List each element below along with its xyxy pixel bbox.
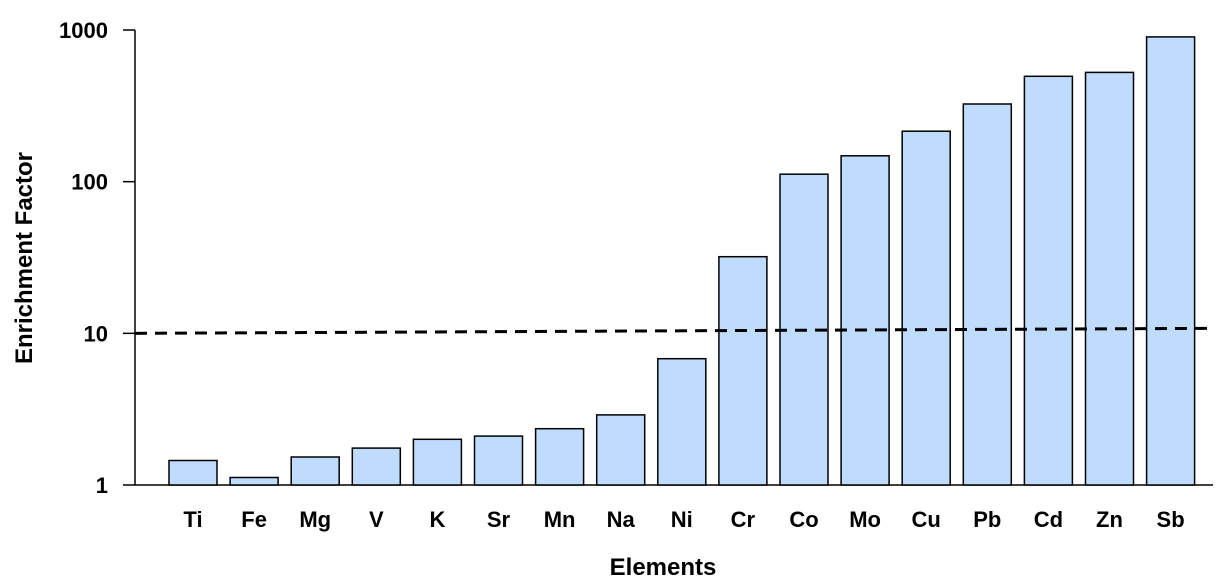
x-tick-label: Fe — [241, 507, 267, 532]
bar-mo — [840, 155, 890, 486]
y-tick-label: 1000 — [59, 18, 108, 43]
x-tick-label: Cu — [912, 507, 941, 532]
x-tick-label: Co — [789, 507, 818, 532]
x-tick-label: K — [429, 507, 445, 532]
x-tick-label: Mo — [849, 507, 881, 532]
bar-ti — [168, 459, 218, 486]
bars — [168, 36, 1196, 486]
bar-zn — [1084, 71, 1135, 486]
x-tick-label: Sr — [487, 507, 511, 532]
x-tick-label: Zn — [1096, 507, 1123, 532]
x-tick-label: Mn — [544, 507, 576, 532]
bar-cr — [718, 255, 768, 486]
bar-cd — [1023, 75, 1074, 486]
x-axis-title: Elements — [610, 554, 717, 579]
bar-pb — [962, 103, 1013, 486]
bar-cu — [901, 130, 951, 486]
x-tick-label: Pb — [973, 507, 1001, 532]
bar-sr — [473, 435, 524, 486]
y-axis: 1 10 100 1000 — [59, 18, 136, 498]
x-tick-label: Ni — [671, 507, 693, 532]
y-axis-title: Enrichment Factor — [11, 152, 38, 364]
bar-v — [351, 447, 402, 486]
x-tick-label: Na — [607, 507, 636, 532]
bar-k — [412, 438, 463, 486]
x-tick-label: Sb — [1157, 507, 1185, 532]
y-tick-label: 100 — [71, 170, 108, 195]
x-tick-label: Mg — [299, 507, 331, 532]
bar-mg — [290, 456, 340, 486]
x-tick-labels: Ti Fe Mg V K Sr Mn Na Ni Cr Co Mo Cu Pb Cd Zn Sb — [183, 507, 1184, 532]
x-tick-label: V — [369, 507, 384, 532]
x-tick-label: Ti — [183, 507, 202, 532]
bar-mn — [534, 427, 585, 486]
bar-ni — [657, 357, 707, 486]
bar-fe — [229, 476, 279, 486]
y-tick-label: 10 — [84, 321, 108, 346]
y-tick-label: 1 — [96, 473, 108, 498]
x-tick-label: Cr — [731, 507, 756, 532]
bar-na — [595, 414, 646, 486]
bar-sb — [1145, 36, 1196, 486]
x-tick-label: Cd — [1034, 507, 1063, 532]
